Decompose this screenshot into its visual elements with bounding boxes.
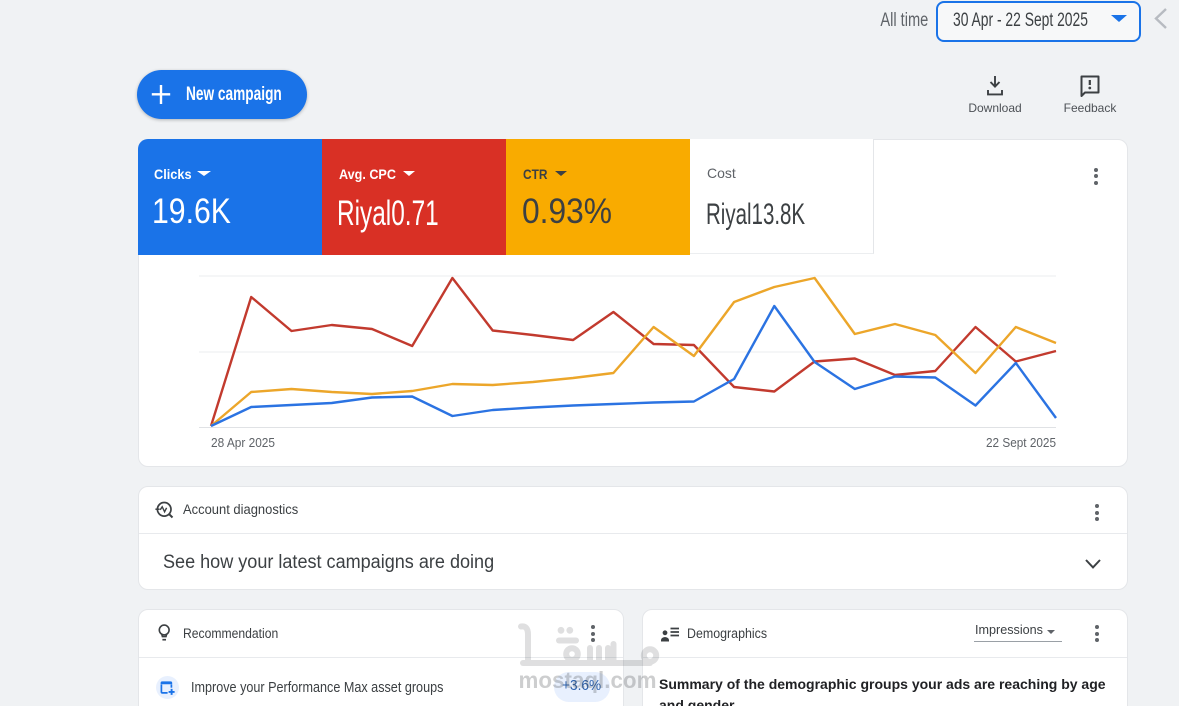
svg-text:22 Sept 2025: 22 Sept 2025 <box>986 436 1056 450</box>
svg-text:mostaql.com: mostaql.com <box>519 667 657 693</box>
svg-text:28 Apr 2025: 28 Apr 2025 <box>211 436 275 450</box>
